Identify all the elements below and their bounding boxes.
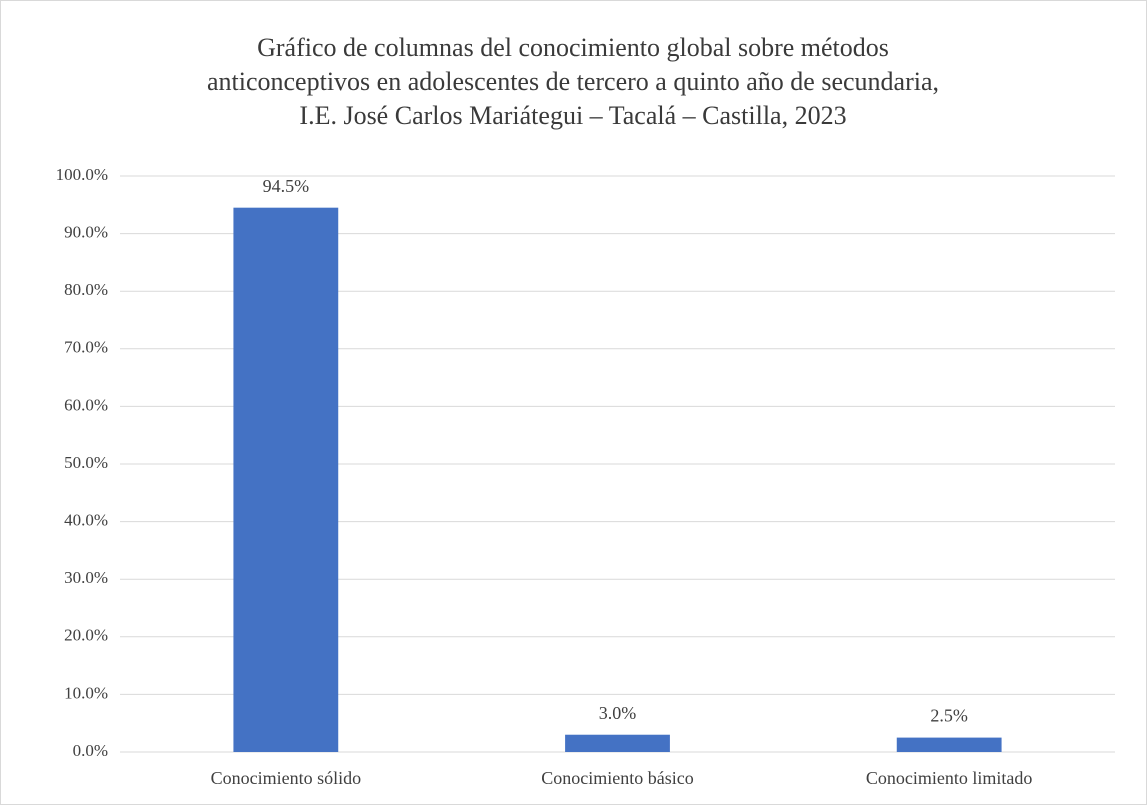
y-tick-label: 50.0% <box>64 453 108 472</box>
chart-title: Gráfico de columnas del conocimiento glo… <box>257 33 889 62</box>
data-label: 3.0% <box>599 703 637 723</box>
y-tick-label: 60.0% <box>64 395 108 414</box>
data-label: 2.5% <box>930 706 968 726</box>
y-tick-label: 10.0% <box>64 683 108 702</box>
x-tick-label: Conocimiento limitado <box>866 768 1032 788</box>
x-tick-label: Conocimiento básico <box>541 768 693 788</box>
bar <box>233 207 339 752</box>
y-tick-label: 20.0% <box>64 626 108 645</box>
y-tick-label: 80.0% <box>64 280 108 299</box>
y-tick-label: 40.0% <box>64 511 108 530</box>
chart-title: anticonceptivos en adolescentes de terce… <box>207 67 939 96</box>
y-tick-label: 0.0% <box>73 741 108 760</box>
x-tick-label: Conocimiento sólido <box>211 768 362 788</box>
bar <box>565 734 670 752</box>
bar <box>896 737 1002 752</box>
data-label: 94.5% <box>263 176 310 196</box>
y-tick-label: 100.0% <box>56 165 108 184</box>
y-tick-label: 70.0% <box>64 338 108 357</box>
y-tick-label: 30.0% <box>64 568 108 587</box>
y-tick-label: 90.0% <box>64 223 108 242</box>
chart-title: I.E. José Carlos Mariátegui – Tacalá – C… <box>299 101 846 130</box>
